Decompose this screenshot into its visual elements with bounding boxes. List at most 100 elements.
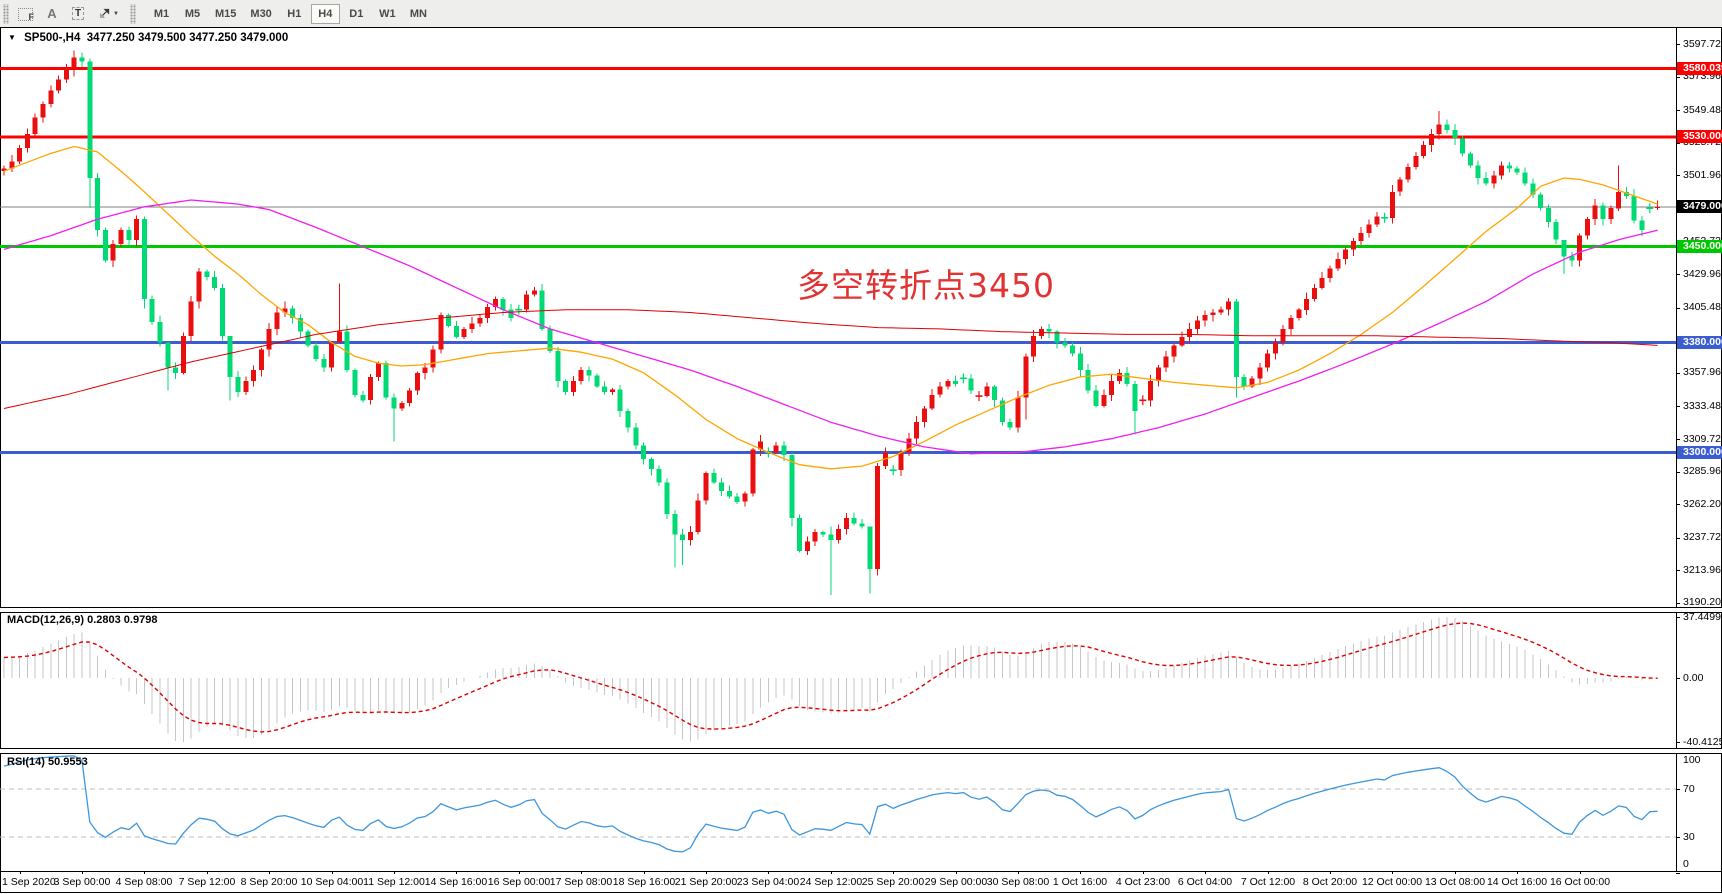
time-tick-mark	[706, 871, 707, 874]
time-tick-label: 14 Oct 16:00	[1486, 876, 1548, 888]
window-border-top	[0, 27, 1722, 28]
text-tool-icon[interactable]: T	[66, 3, 90, 25]
macd-values: 0.2803 0.9798	[87, 614, 158, 626]
fibonacci-retracement-icon[interactable]: F	[14, 3, 38, 25]
time-tick-mark	[456, 871, 457, 874]
price-tick-mark	[1676, 504, 1680, 505]
time-tick-label: 1 Oct 16:00	[1052, 876, 1108, 888]
collapse-toggle-icon[interactable]: ▼	[8, 33, 16, 42]
rsi-tick-mark	[1676, 873, 1680, 874]
chart-symbol-period: SP500-,H4	[24, 32, 81, 44]
time-tick-mark	[644, 871, 645, 874]
time-tick-label: 6 Oct 04:00	[1177, 876, 1233, 888]
time-tick-label: 30 Sep 08:00	[986, 876, 1050, 888]
time-tick-mark	[207, 871, 208, 874]
timeframe-button-w1[interactable]: W1	[373, 4, 402, 24]
price-tick-mark	[1676, 110, 1680, 111]
time-tick-label: 25 Sep 20:00	[861, 876, 925, 888]
time-tick-label: 10 Sep 04:00	[300, 876, 364, 888]
price-tick-mark	[1676, 77, 1680, 78]
time-tick-mark	[1080, 871, 1081, 874]
time-tick-label: 13 Oct 08:00	[1424, 876, 1486, 888]
rsi-label: RSI(14) 50.9553	[7, 756, 88, 768]
price-tick-mark	[1676, 406, 1680, 407]
price-tick-label: 3262.200	[1683, 498, 1722, 510]
timeframe-button-mn[interactable]: MN	[404, 4, 433, 24]
toolbar: F A T ▼ M1 M5 M15 M30 H1 H4 D1 W1 MN	[0, 0, 1722, 28]
text-label-glyph: A	[47, 6, 57, 21]
timeframe-button-m15[interactable]: M15	[209, 4, 242, 24]
macd-tick-mark	[1676, 617, 1680, 618]
chart-ohlc-values: 3477.250 3479.500 3477.250 3479.000	[86, 32, 289, 44]
time-tick-label: 29 Sep 00:00	[924, 876, 988, 888]
time-tick-mark	[1268, 871, 1269, 874]
timeframe-button-m30[interactable]: M30	[244, 4, 277, 24]
toolbar-drag-grip[interactable]	[130, 3, 136, 24]
price-tick-label: 3357.960	[1683, 366, 1722, 378]
timeframe-button-h4[interactable]: H4	[310, 3, 340, 24]
rsi-tick-mark	[1676, 789, 1680, 790]
price-tick-mark	[1676, 143, 1680, 144]
time-tick-mark	[1205, 871, 1206, 874]
rsi-tick-mark	[1676, 837, 1680, 838]
timeframe-button-d1[interactable]: D1	[342, 4, 371, 24]
time-tick-label: 4 Sep 08:00	[115, 876, 173, 888]
dropdown-caret-icon: ▼	[113, 10, 119, 17]
rsi-panel-canvas[interactable]	[0, 753, 1676, 871]
text-label-icon[interactable]: A	[40, 3, 64, 25]
arrow-objects-icon[interactable]: ▼	[92, 3, 126, 25]
time-tick-label: 17 Sep 08:00	[549, 876, 613, 888]
time-tick-mark	[581, 871, 582, 874]
time-tick-mark	[768, 871, 769, 874]
time-tick-mark	[20, 871, 21, 874]
time-tick-label: 1 Sep 2020	[2, 876, 56, 888]
price-tick-label: 3333.480	[1683, 400, 1722, 412]
timeframe-bar: M1 M5 M15 M30 H1 H4 D1 W1 MN	[146, 3, 434, 24]
time-tick-label: 7 Oct 12:00	[1240, 876, 1296, 888]
price-tick-label: 3549.480	[1683, 104, 1722, 116]
macd-axis-label: 0.00	[1683, 671, 1704, 684]
timeframe-button-h1[interactable]: H1	[280, 4, 309, 24]
price-tick-label: 3190.200	[1683, 596, 1722, 608]
price-tick-label: 3597.720	[1683, 38, 1722, 50]
rsi-axis-label: 0	[1683, 858, 1689, 870]
time-tick-label: 18 Sep 16:00	[612, 876, 676, 888]
rsi-axis-label: 30	[1683, 831, 1695, 843]
timeframe-button-m5[interactable]: M5	[178, 4, 207, 24]
time-tick-mark	[893, 871, 894, 874]
rsi-value: 50.9553	[47, 756, 88, 768]
main-chart-canvas[interactable]	[0, 28, 1676, 607]
price-level-badge: 3530.000	[1677, 130, 1722, 143]
price-tick-mark	[1676, 570, 1680, 571]
rsi-axis-label: 70	[1683, 783, 1695, 795]
toolbar-drag-grip[interactable]	[3, 3, 9, 24]
time-tick-mark	[1455, 871, 1456, 874]
price-tick-mark	[1676, 373, 1680, 374]
price-tick-label: 3429.960	[1683, 268, 1722, 280]
price-level-badge: 3580.039	[1677, 62, 1722, 75]
macd-panel-canvas[interactable]	[0, 612, 1676, 748]
arrows-icon	[100, 8, 110, 18]
time-tick-mark	[269, 871, 270, 874]
time-tick-mark	[1330, 871, 1331, 874]
time-tick-label: 7 Sep 12:00	[178, 876, 236, 888]
panel-separator[interactable]	[0, 607, 1722, 613]
panel-separator[interactable]	[0, 748, 1722, 754]
time-tick-mark	[1018, 871, 1019, 874]
time-tick-mark	[1392, 871, 1393, 874]
annotation-text: 多空转折点3450	[797, 266, 1055, 305]
time-tick-label: 12 Oct 00:00	[1361, 876, 1423, 888]
time-tick-mark	[1143, 871, 1144, 874]
macd-axis-label: 37.4499	[1683, 610, 1721, 623]
rsi-name: RSI(14)	[7, 756, 45, 768]
price-tick-mark	[1676, 175, 1680, 176]
macd-name: MACD(12,26,9)	[7, 614, 85, 626]
time-tick-label: 16 Oct 00:00	[1549, 876, 1611, 888]
time-tick-label: 16 Sep 00:00	[487, 876, 551, 888]
time-tick-mark	[1580, 871, 1581, 874]
price-tick-mark	[1676, 274, 1680, 275]
timeframe-button-m1[interactable]: M1	[147, 4, 176, 24]
time-tick-mark	[831, 871, 832, 874]
price-tick-label: 3237.720	[1683, 531, 1722, 543]
